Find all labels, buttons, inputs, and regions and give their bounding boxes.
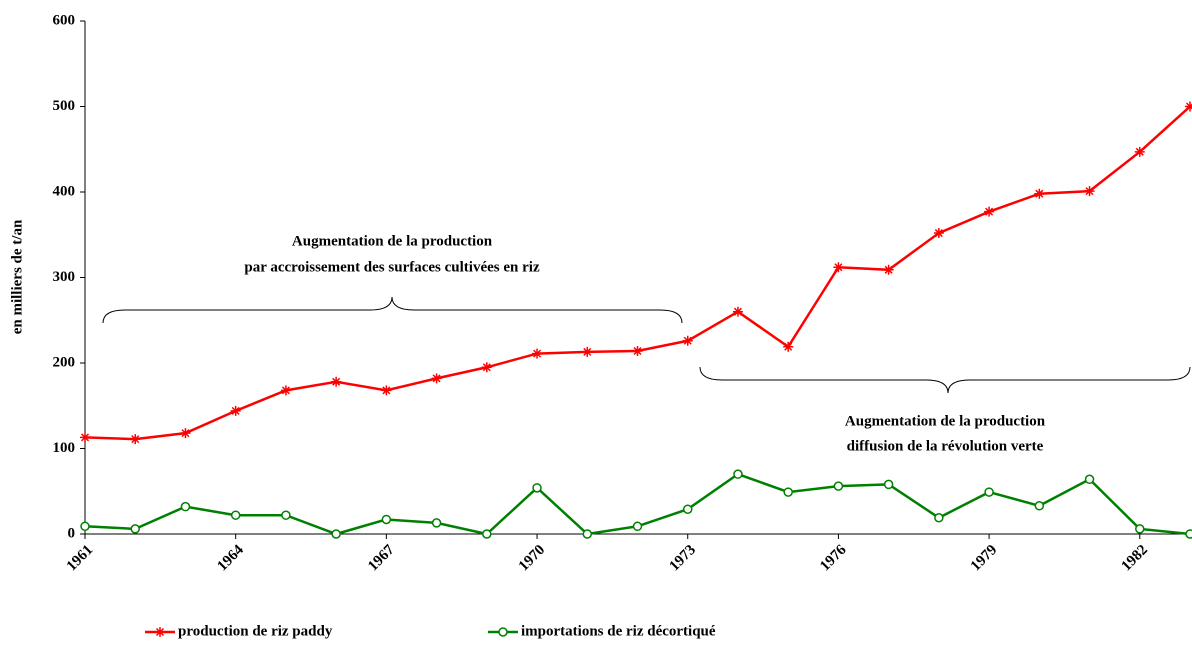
x-tick-label: 1964 xyxy=(214,542,247,575)
brace xyxy=(102,296,683,324)
legend-label: importations de riz décortiqué xyxy=(521,623,716,639)
y-tick-label: 400 xyxy=(53,183,76,199)
point xyxy=(682,335,693,346)
point xyxy=(331,529,341,539)
x-tick-label: 1976 xyxy=(817,542,850,575)
point xyxy=(582,529,593,539)
point xyxy=(130,434,141,445)
point xyxy=(331,376,342,387)
point xyxy=(934,513,944,523)
y-tick-label: 0 xyxy=(68,525,76,541)
point xyxy=(130,524,140,534)
point xyxy=(532,483,542,493)
point xyxy=(984,206,995,217)
point xyxy=(431,518,442,528)
point xyxy=(280,385,291,396)
point xyxy=(883,479,894,490)
annotation: diffusion de la révolution verte xyxy=(847,438,1044,454)
point xyxy=(80,521,90,532)
point xyxy=(1135,524,1145,534)
brace xyxy=(699,366,1191,394)
point xyxy=(482,529,492,539)
point xyxy=(732,306,743,317)
legend-marker xyxy=(155,627,165,637)
y-tick-label: 200 xyxy=(53,354,76,370)
point xyxy=(481,362,492,373)
x-tick-label: 1979 xyxy=(968,542,1001,575)
point xyxy=(1185,529,1192,539)
point xyxy=(632,521,643,532)
annotation: par accroissement des surfaces cultivées… xyxy=(244,259,540,275)
point xyxy=(984,487,994,497)
x-tick-label: 1973 xyxy=(666,542,699,575)
point xyxy=(381,385,392,396)
point xyxy=(783,487,793,497)
point xyxy=(833,262,844,273)
point xyxy=(682,504,693,514)
point xyxy=(1134,146,1145,157)
y-tick-label: 100 xyxy=(53,440,76,456)
point xyxy=(933,228,944,239)
annotation: Augmentation de la production xyxy=(292,233,493,249)
legend-label: production de riz paddy xyxy=(178,623,333,639)
y-axis-label: en milliers de t/an xyxy=(9,219,25,334)
point xyxy=(1084,186,1095,197)
annotation: Augmentation de la production xyxy=(845,413,1046,429)
x-tick-label: 1967 xyxy=(365,542,398,575)
point xyxy=(431,373,442,384)
point xyxy=(1034,188,1045,199)
point xyxy=(80,432,90,443)
point xyxy=(532,348,543,359)
x-tick-label: 1970 xyxy=(516,542,549,575)
y-tick-label: 300 xyxy=(53,269,76,285)
point xyxy=(1185,101,1192,112)
x-tick-label: 1961 xyxy=(64,542,97,575)
y-tick-label: 500 xyxy=(53,98,76,114)
point xyxy=(230,405,241,416)
point xyxy=(281,510,291,520)
point xyxy=(1034,501,1045,511)
point xyxy=(883,264,894,275)
point xyxy=(1084,474,1095,485)
point xyxy=(180,428,191,439)
legend-marker xyxy=(498,627,508,637)
x-tick-label: 1982 xyxy=(1119,542,1152,575)
point xyxy=(733,469,743,479)
point xyxy=(180,501,191,512)
point xyxy=(833,481,844,491)
point xyxy=(632,346,643,357)
point xyxy=(783,341,794,352)
point xyxy=(381,514,392,525)
point xyxy=(230,510,241,520)
y-tick-label: 600 xyxy=(53,12,76,28)
point xyxy=(582,346,593,357)
